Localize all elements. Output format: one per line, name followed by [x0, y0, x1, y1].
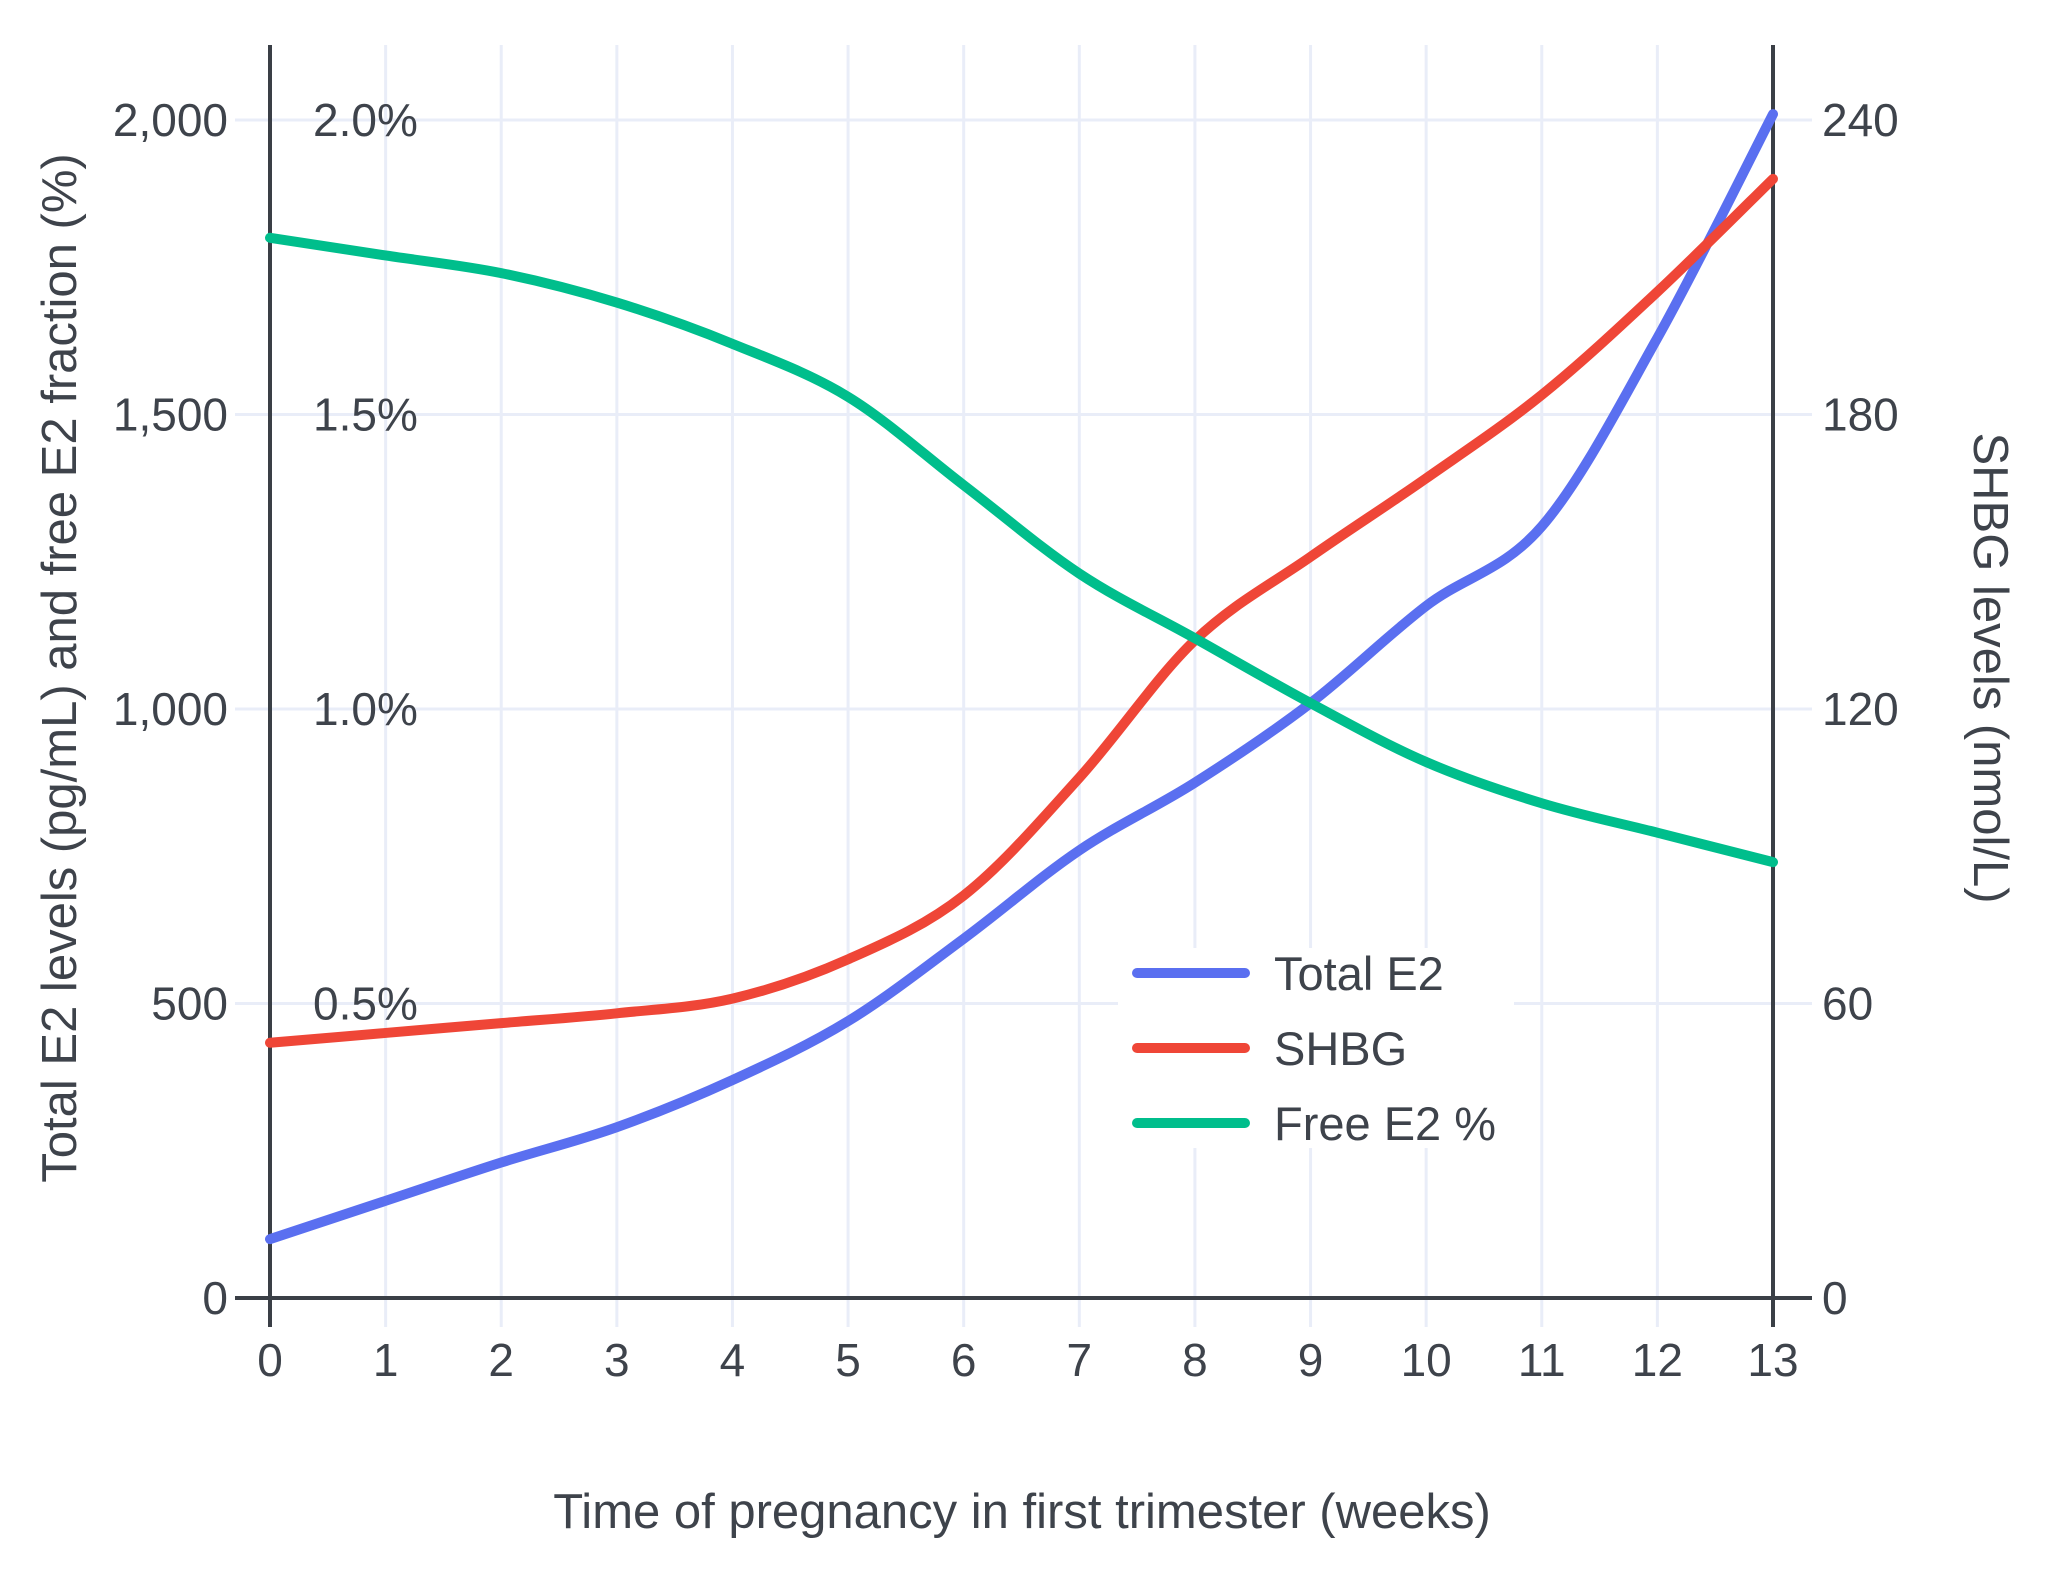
x-tick-3: 3	[604, 1334, 630, 1386]
x-tick-0: 0	[257, 1334, 283, 1386]
x-tick-2: 2	[488, 1334, 514, 1386]
y-left-tick-500: 500	[151, 978, 228, 1030]
y-right-tick-60: 60	[1822, 978, 1873, 1030]
axes	[235, 45, 1812, 1327]
y-left-pct-tick-2000: 2.0%	[313, 94, 418, 146]
y-right-tick-180: 180	[1822, 389, 1899, 441]
x-tick-4: 4	[720, 1334, 746, 1386]
gridlines	[235, 45, 1812, 1327]
y-left-pct-tick-500: 0.5%	[313, 978, 418, 1030]
legend-item-free-e2[interactable]: Free E2 %	[1132, 1097, 1496, 1150]
data-series	[265, 109, 1778, 1245]
x-axis-title: Time of pregnancy in first trimester (we…	[553, 1485, 1491, 1539]
legend-swatch-total-e2	[1132, 968, 1250, 978]
y-right-tick-0: 0	[1822, 1272, 1848, 1324]
legend-label-shbg: SHBG	[1274, 1021, 1408, 1075]
x-tick-5: 5	[835, 1334, 861, 1386]
y-left-tick-1500: 1,500	[113, 389, 228, 441]
y-right-tick-240: 240	[1822, 94, 1899, 146]
y-axis-title-right: SHBG levels (nmol/L)	[1963, 432, 2017, 904]
legend-swatch-free-e2	[1132, 1118, 1250, 1128]
x-tick-12: 12	[1632, 1334, 1683, 1386]
x-tick-6: 6	[951, 1334, 977, 1386]
y-left-pct-tick-1000: 1.0%	[313, 683, 418, 735]
y-axis-title-left: Total E2 levels (pg/mL) and free E2 frac…	[33, 153, 87, 1183]
x-tick-10: 10	[1401, 1334, 1452, 1386]
y-right-tick-120: 120	[1822, 683, 1899, 735]
x-tick-7: 7	[1067, 1334, 1093, 1386]
x-tick-9: 9	[1298, 1334, 1324, 1386]
x-tick-1: 1	[373, 1334, 399, 1386]
series-line-total-e2[interactable]	[265, 109, 1778, 1245]
x-tick-11: 11	[1518, 1334, 1566, 1386]
series-line-shbg[interactable]	[265, 173, 1778, 1048]
y-left-tick-0: 0	[202, 1272, 228, 1324]
legend-item-total-e2[interactable]: Total E2	[1132, 947, 1496, 1000]
legend-label-free-e2: Free E2 %	[1274, 1096, 1497, 1150]
series-line-free-e2-[interactable]	[265, 232, 1778, 868]
y-left-pct-tick-1500: 1.5%	[313, 389, 418, 441]
x-tick-13: 13	[1747, 1334, 1798, 1386]
y-left-tick-2000: 2,000	[113, 94, 228, 146]
legend-swatch-shbg	[1132, 1043, 1250, 1053]
legend: Total E2 SHBG Free E2 %	[1118, 947, 1515, 1150]
legend-item-shbg[interactable]: SHBG	[1132, 1022, 1496, 1075]
legend-label-total-e2: Total E2	[1274, 946, 1444, 1000]
y-left-tick-1000: 1,000	[113, 683, 228, 735]
x-tick-8: 8	[1182, 1334, 1208, 1386]
